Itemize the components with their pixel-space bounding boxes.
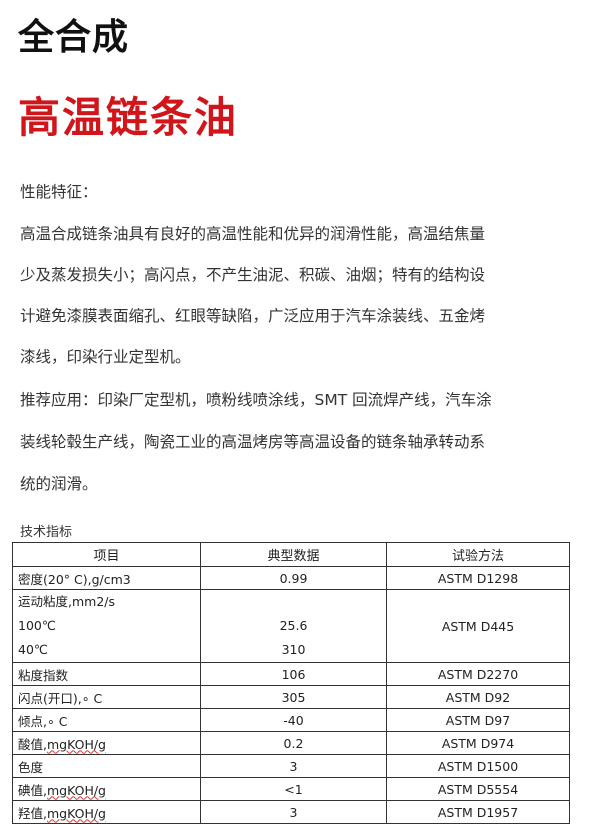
features-line: 计避免漆膜表面缩孔、红眼等缺陷，广泛应用于汽车涂装线、五金烤 [20,307,486,325]
table-row: 羟值,mgKOH/g 3 ASTM D1957 [12,800,570,824]
features-line: 高温合成链条油具有良好的高温性能和优异的润滑性能，高温结焦量 [20,225,486,243]
applications-line: 统的润滑。 [20,475,98,493]
table-row: 粘度指数 106 ASTM D2270 [12,662,570,686]
method-cell: ASTM D1298 [386,566,570,590]
item-unit: mgKOH/g [46,736,106,752]
item-cell: 碘值,mgKOH/g [12,777,201,801]
table-row: 酸值,mgKOH/g 0.2 ASTM D974 [12,731,570,755]
table-row: 密度(20° C),g/cm3 0.99 ASTM D1298 [12,566,570,590]
item-cell: 色度 [12,754,201,778]
value-cell: 25.6 310 [200,589,387,663]
method-cell: ASTM D445 [386,589,570,663]
item-sub-label: 40℃ [18,642,48,657]
item-label: 羟值, [18,805,47,821]
value-cell: 0.99 [200,566,387,590]
item-cell: 羟值,mgKOH/g [12,800,201,824]
method-cell: ASTM D92 [386,685,570,709]
value-cell: <1 [200,777,387,801]
specs-table: 项目 典型数据 试验方法 密度(20° C),g/cm3 0.99 ASTM D… [12,542,570,824]
item-sub-label: 100℃ [18,618,56,633]
method-cell: ASTM D97 [386,708,570,732]
method-cell: ASTM D1500 [386,754,570,778]
item-cell: 密度(20° C),g/cm3 [12,566,201,590]
features-heading: 性能特征： [20,183,98,201]
value-sub: 25.6 [279,618,308,633]
item-cell: 酸值,mgKOH/g [12,731,201,755]
table-row: 运动粘度,mm2/s 100℃ 40℃ 25.6 310 ASTM D445 [12,589,570,663]
table-header-row: 项目 典型数据 试验方法 [12,542,570,567]
table-row: 色度 3 ASTM D1500 [12,754,570,778]
item-unit: mgKOH/g [46,805,106,821]
value-cell: 3 [200,754,387,778]
table-row: 碘值,mgKOH/g <1 ASTM D5554 [12,777,570,801]
applications-line: 推荐应用：印染厂定型机，喷粉线喷涂线，SMT 回流焊产线，汽车涂 [20,391,492,409]
value-cell: 3 [200,800,387,824]
item-label: 酸值, [18,736,47,752]
value-cell: 0.2 [200,731,387,755]
features-line: 少及蒸发损失小；高闪点，不产生油泥、积碳、油烟；特有的结构设 [20,266,486,284]
value-cell: -40 [200,708,387,732]
item-label: 碘值, [18,782,47,798]
column-header-item: 项目 [12,542,201,567]
method-cell: ASTM D1957 [386,800,570,824]
item-cell: 闪点(开口),∘ C [12,685,201,709]
applications-line: 装线轮毂生产线，陶瓷工业的高温烤房等高温设备的链条轴承转动系 [20,433,486,451]
method-cell: ASTM D974 [386,731,570,755]
column-header-value: 典型数据 [200,542,387,567]
value-sub: 310 [281,642,306,657]
value-cell: 106 [200,662,387,686]
product-series-title: 全合成 [18,17,130,58]
table-row: 倾点,∘ C -40 ASTM D97 [12,708,570,732]
method-cell: ASTM D5554 [386,777,570,801]
table-row: 闪点(开口),∘ C 305 ASTM D92 [12,685,570,709]
item-cell: 运动粘度,mm2/s 100℃ 40℃ [12,589,201,663]
item-cell: 粘度指数 [12,662,201,686]
product-title: 高温链条油 [18,93,239,142]
column-header-method: 试验方法 [386,542,570,567]
specs-heading: 技术指标 [20,525,73,540]
item-cell: 倾点,∘ C [12,708,201,732]
method-cell: ASTM D2270 [386,662,570,686]
item-label: 运动粘度,mm2/s [18,594,116,609]
item-unit: mgKOH/g [46,782,106,798]
value-cell: 305 [200,685,387,709]
features-line: 漆线，印染行业定型机。 [20,348,191,366]
